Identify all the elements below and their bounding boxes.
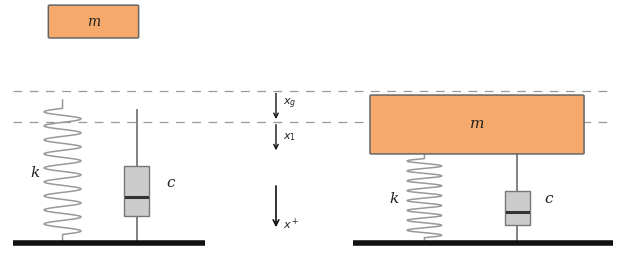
FancyBboxPatch shape [48,5,139,38]
FancyBboxPatch shape [370,95,584,154]
Text: m: m [87,15,100,29]
Text: k: k [389,192,398,206]
Text: c: c [167,176,175,190]
Text: k: k [30,166,39,180]
Bar [125,166,149,216]
Text: $x^+$: $x^+$ [283,217,300,232]
Text: m: m [470,117,484,132]
Text: $x_g$: $x_g$ [283,96,297,111]
Text: c: c [544,192,552,206]
Bar [505,191,529,225]
Text: $x_1$: $x_1$ [283,132,296,143]
